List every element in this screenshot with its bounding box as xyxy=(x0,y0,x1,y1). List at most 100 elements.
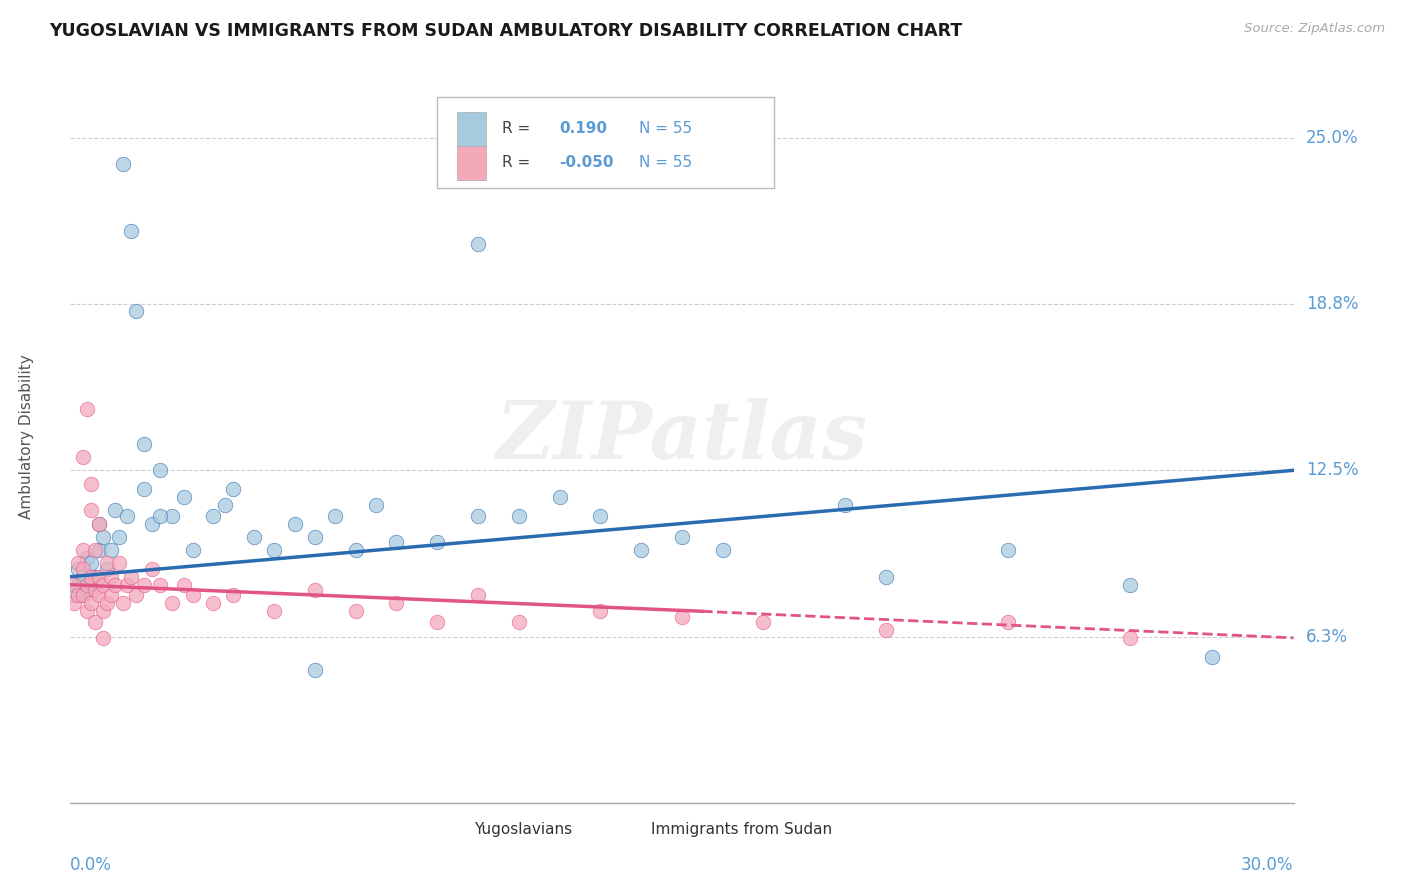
Point xyxy=(162,596,183,610)
Point xyxy=(79,476,103,491)
Point xyxy=(83,582,105,597)
Point xyxy=(121,224,143,238)
Point xyxy=(263,604,285,618)
Text: R =: R = xyxy=(502,121,530,136)
Point xyxy=(1119,577,1142,591)
Text: 6.3%: 6.3% xyxy=(1306,628,1348,646)
Point xyxy=(96,596,118,610)
Text: 30.0%: 30.0% xyxy=(1241,856,1294,874)
Point xyxy=(467,237,489,252)
Text: 0.190: 0.190 xyxy=(560,121,607,136)
Point xyxy=(304,582,326,597)
Point xyxy=(87,570,110,584)
Point xyxy=(304,530,326,544)
Point xyxy=(91,577,114,591)
Point xyxy=(323,508,347,523)
Point xyxy=(79,596,103,610)
Point xyxy=(202,508,225,523)
Point xyxy=(834,498,856,512)
Text: 18.8%: 18.8% xyxy=(1306,295,1358,313)
Text: ZIPatlas: ZIPatlas xyxy=(496,399,868,475)
Point xyxy=(72,562,94,576)
FancyBboxPatch shape xyxy=(457,112,486,146)
Point xyxy=(72,450,94,464)
Point xyxy=(72,588,94,602)
FancyBboxPatch shape xyxy=(437,97,773,188)
Point xyxy=(104,577,127,591)
Point xyxy=(149,577,172,591)
Text: 25.0%: 25.0% xyxy=(1306,128,1358,147)
Point xyxy=(63,596,86,610)
Point xyxy=(79,503,103,517)
Point xyxy=(243,530,266,544)
Text: -0.050: -0.050 xyxy=(560,155,614,170)
Point xyxy=(100,570,122,584)
Point xyxy=(112,157,135,171)
Point xyxy=(87,543,110,558)
Point xyxy=(997,615,1019,629)
Point xyxy=(173,490,195,504)
Point xyxy=(121,570,143,584)
Point xyxy=(875,623,897,637)
Point xyxy=(149,463,172,477)
Text: Immigrants from Sudan: Immigrants from Sudan xyxy=(651,822,832,838)
Point xyxy=(124,588,146,602)
Point xyxy=(508,615,530,629)
Point xyxy=(76,551,98,566)
Point xyxy=(91,530,114,544)
Point xyxy=(467,588,489,602)
Point xyxy=(344,604,367,618)
Point xyxy=(108,530,131,544)
Point xyxy=(83,570,105,584)
Point xyxy=(132,482,155,496)
Point xyxy=(100,588,122,602)
Point xyxy=(72,543,94,558)
Text: Source: ZipAtlas.com: Source: ZipAtlas.com xyxy=(1244,22,1385,36)
Point xyxy=(96,557,118,571)
Point xyxy=(385,535,408,549)
Point xyxy=(79,575,103,590)
Point xyxy=(304,663,326,677)
Text: 12.5%: 12.5% xyxy=(1306,461,1358,479)
Text: Yugoslavians: Yugoslavians xyxy=(474,822,572,838)
Point xyxy=(72,588,94,602)
Point xyxy=(173,577,195,591)
Point xyxy=(426,615,449,629)
Point xyxy=(630,543,652,558)
Point xyxy=(67,562,90,576)
Point xyxy=(83,615,105,629)
Point xyxy=(87,516,110,531)
Point xyxy=(108,557,131,571)
Point xyxy=(117,577,139,591)
Point xyxy=(87,588,110,602)
Point xyxy=(1201,649,1223,664)
Point xyxy=(76,402,98,417)
Point xyxy=(72,570,94,584)
Point xyxy=(76,604,98,618)
Point xyxy=(385,596,408,610)
Point xyxy=(79,557,103,571)
Point xyxy=(284,516,307,531)
Point xyxy=(91,604,114,618)
Point xyxy=(181,543,204,558)
Point xyxy=(467,508,489,523)
Point xyxy=(104,503,127,517)
Point xyxy=(79,570,103,584)
Point xyxy=(1119,631,1142,645)
FancyBboxPatch shape xyxy=(613,814,643,844)
Point xyxy=(711,543,734,558)
Point xyxy=(87,516,110,531)
Point xyxy=(100,543,122,558)
Point xyxy=(124,303,146,318)
Point xyxy=(214,498,236,512)
Point xyxy=(344,543,367,558)
Point xyxy=(752,615,775,629)
FancyBboxPatch shape xyxy=(457,146,486,180)
Point xyxy=(67,577,90,591)
Point xyxy=(67,588,90,602)
Point xyxy=(181,588,204,602)
Point xyxy=(202,596,225,610)
Point xyxy=(222,588,245,602)
Point xyxy=(83,543,105,558)
Point xyxy=(63,577,86,591)
